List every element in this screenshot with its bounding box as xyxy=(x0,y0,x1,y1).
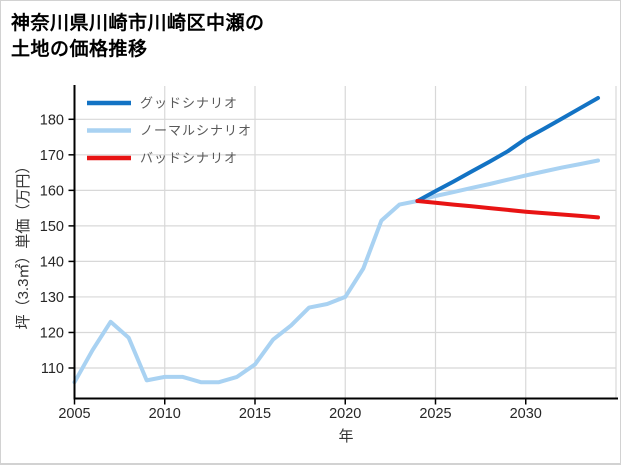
x-tick-label: 2030 xyxy=(510,406,542,422)
axis-ticks xyxy=(68,118,527,405)
y-tick-label: 140 xyxy=(40,254,64,270)
series-lines xyxy=(72,96,600,385)
y-tick-label: 180 xyxy=(40,112,64,128)
x-tick-label: 2015 xyxy=(239,406,271,422)
axis-tick-labels: 2005 2010 2015 2020 2025 2030 110 120 130 140 150 1… xyxy=(40,112,542,422)
gridlines xyxy=(74,86,617,399)
x-tick-label: 2005 xyxy=(58,406,90,422)
x-tick-label: 2025 xyxy=(419,406,451,422)
y-tick-label: 170 xyxy=(40,148,64,164)
y-tick-label: 120 xyxy=(40,325,64,341)
chart-title-line1: 神奈川県川崎市川崎区中瀬の xyxy=(11,13,265,34)
y-axis-title: 坪（3.3㎡）単価（万円） xyxy=(15,159,32,330)
y-tick-label: 150 xyxy=(40,219,64,235)
series-line-3 xyxy=(415,199,600,220)
legend-label: グッドシナリオ xyxy=(140,96,238,111)
series-line-2 xyxy=(72,158,600,385)
series-line-1 xyxy=(415,96,600,203)
legend-label: ノーマルシナリオ xyxy=(140,123,252,138)
chart-title: 神奈川県川崎市川崎区中瀬の 土地の価格推移 xyxy=(11,11,265,63)
y-tick-label: 110 xyxy=(41,361,64,377)
x-axis-title: 年 xyxy=(338,428,353,445)
chart-title-line2: 土地の価格推移 xyxy=(11,39,148,60)
y-tick-label: 130 xyxy=(40,290,64,306)
x-tick-label: 2020 xyxy=(329,406,361,422)
x-tick-label: 2010 xyxy=(149,406,181,422)
y-tick-label: 160 xyxy=(40,183,64,199)
legend-label: バッドシナリオ xyxy=(140,151,238,166)
